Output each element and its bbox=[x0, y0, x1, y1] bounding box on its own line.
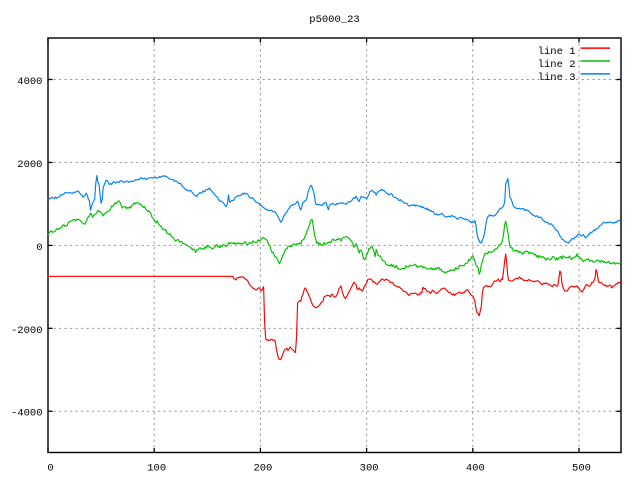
svg-text:100: 100 bbox=[147, 463, 166, 475]
svg-text:300: 300 bbox=[360, 463, 379, 475]
svg-text:line 2: line 2 bbox=[538, 59, 576, 71]
svg-text:p5000_23: p5000_23 bbox=[309, 14, 359, 26]
svg-text:line 3: line 3 bbox=[538, 72, 576, 84]
svg-text:-2000: -2000 bbox=[11, 325, 43, 337]
svg-text:200: 200 bbox=[253, 463, 272, 475]
svg-text:2000: 2000 bbox=[17, 159, 42, 171]
svg-text:-4000: -4000 bbox=[11, 408, 43, 420]
svg-text:500: 500 bbox=[572, 463, 591, 475]
svg-text:4000: 4000 bbox=[17, 76, 42, 88]
svg-text:line 1: line 1 bbox=[538, 46, 576, 58]
svg-text:400: 400 bbox=[466, 463, 485, 475]
svg-text:0: 0 bbox=[47, 463, 53, 475]
svg-text:0: 0 bbox=[36, 242, 42, 254]
